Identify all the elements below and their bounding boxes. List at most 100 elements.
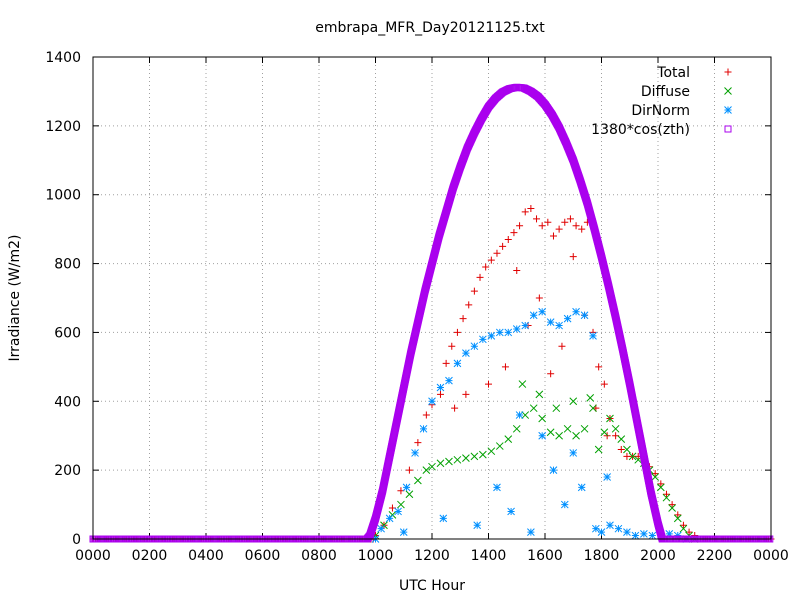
legend-label: 1380*cos(zth) — [591, 122, 690, 138]
x-tick-label: 0400 — [188, 548, 224, 564]
data-point — [668, 501, 676, 509]
data-point — [617, 435, 626, 444]
data-point — [538, 431, 547, 440]
data-point — [656, 483, 665, 492]
data-point — [516, 222, 524, 230]
data-point — [504, 328, 513, 337]
data-point — [538, 307, 547, 316]
data-point — [521, 208, 529, 216]
data-point — [597, 528, 606, 536]
data-point — [518, 380, 527, 388]
data-point — [589, 404, 597, 413]
data-point — [512, 325, 521, 333]
data-point — [510, 229, 518, 237]
data-point — [606, 414, 614, 423]
data-point — [572, 431, 580, 440]
x-tick-label: 1200 — [414, 548, 450, 564]
data-point — [533, 215, 541, 223]
data-point — [512, 424, 521, 433]
x-tick-label: 2200 — [697, 548, 733, 564]
data-point — [399, 528, 408, 536]
data-point — [679, 521, 687, 529]
data-point — [436, 459, 445, 468]
data-point — [495, 328, 504, 337]
data-point — [397, 500, 405, 509]
data-point — [470, 287, 478, 295]
data-point — [465, 301, 473, 309]
data-point — [493, 249, 501, 257]
data-point — [577, 483, 586, 492]
data-point — [566, 215, 574, 223]
data-point — [451, 404, 459, 412]
data-point — [507, 507, 515, 516]
data-point — [529, 311, 538, 320]
data-point — [606, 521, 614, 530]
data-point — [487, 256, 495, 264]
data-point — [487, 447, 496, 456]
data-point — [631, 531, 640, 540]
data-point — [521, 411, 530, 419]
data-point — [377, 524, 386, 533]
data-point — [470, 342, 479, 351]
data-point — [422, 411, 430, 419]
x-tick-label: 0600 — [245, 548, 281, 564]
data-point — [558, 342, 566, 350]
data-point — [628, 452, 637, 461]
data-point — [411, 449, 419, 457]
data-point — [555, 321, 563, 330]
data-point — [668, 504, 676, 512]
grid — [93, 57, 771, 539]
data-point — [405, 466, 413, 474]
data-point — [569, 397, 578, 406]
data-point — [538, 414, 547, 423]
data-point — [552, 404, 561, 413]
series-3 — [89, 83, 774, 543]
y-axis-title: Irradiance (W/m2) — [7, 235, 23, 362]
data-point — [569, 253, 577, 261]
data-point — [527, 528, 535, 536]
y-tick-label: 1000 — [45, 188, 81, 204]
data-point — [482, 263, 490, 271]
data-point — [572, 222, 580, 230]
x-tick-label: 1600 — [527, 548, 563, 564]
data-point — [414, 439, 422, 447]
data-point — [617, 445, 625, 453]
data-point — [561, 218, 569, 226]
data-point — [546, 318, 555, 326]
data-point — [591, 524, 600, 533]
data-point — [594, 445, 603, 454]
data-point — [462, 390, 470, 398]
x-tick-label: 0000 — [753, 548, 789, 564]
data-point — [402, 483, 411, 492]
plot-frame — [92, 56, 772, 540]
data-point — [499, 242, 507, 250]
data-point — [589, 332, 597, 340]
data-point — [586, 393, 595, 402]
data-point — [600, 380, 608, 388]
data-point — [549, 232, 557, 240]
data-point — [572, 307, 580, 316]
data-point — [673, 514, 682, 523]
data-point — [600, 428, 609, 437]
data-point — [623, 445, 631, 454]
y-tick-label: 1400 — [45, 50, 81, 66]
data-point — [569, 449, 578, 457]
y-tick-label: 200 — [54, 463, 81, 479]
chart-title: embrapa_MFR_Day20121125.txt — [315, 20, 545, 36]
data-point — [453, 455, 462, 464]
data-point — [549, 466, 558, 474]
data-point — [527, 204, 535, 212]
data-point — [640, 529, 648, 538]
legend-marker — [724, 87, 732, 95]
x-tick-label: 1800 — [584, 548, 620, 564]
data-point — [478, 335, 487, 344]
data-point — [462, 349, 470, 357]
x-tick-label: 0200 — [132, 548, 168, 564]
y-tick-label: 1200 — [45, 119, 81, 135]
data-point — [555, 225, 563, 233]
data-point — [657, 480, 665, 488]
series-1 — [371, 380, 699, 543]
data-point — [422, 466, 431, 474]
data-point — [442, 359, 450, 367]
data-point — [538, 222, 546, 230]
